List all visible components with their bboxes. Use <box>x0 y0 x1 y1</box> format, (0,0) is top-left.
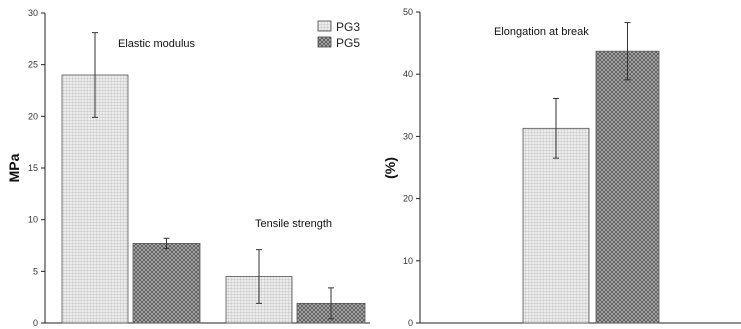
group-label-elongation-at-break: Elongation at break <box>494 26 589 38</box>
legend-label-pg5: PG5 <box>336 36 360 50</box>
bar-pg5-elongation-at-break <box>595 50 660 324</box>
y-tick-label: 25 <box>28 60 38 70</box>
legend-swatch-pg3 <box>317 20 332 32</box>
error-bar <box>624 22 631 81</box>
y-tick-label: 15 <box>28 163 38 173</box>
legend-swatch-pg5 <box>317 36 332 48</box>
legend: PG3 PG5 <box>317 20 360 50</box>
y-tick-label: 0 <box>408 318 413 328</box>
error-bar <box>256 249 262 304</box>
y-tick-label: 20 <box>403 194 413 204</box>
y-axis-title: (%) <box>382 157 398 179</box>
legend-item-pg5: PG5 <box>317 36 360 50</box>
bar-pg5-elastic-modulus <box>132 243 201 324</box>
y-tick-label: 0 <box>33 318 38 328</box>
y-tick-label: 20 <box>28 111 38 121</box>
y-axis-ticks: 0 5 10 15 20 25 30 <box>28 8 45 328</box>
y-tick-label: 10 <box>403 256 413 266</box>
error-bar <box>328 287 334 320</box>
y-axis-title: MPa <box>6 153 22 182</box>
y-tick-label: 10 <box>28 215 38 225</box>
elongation-panel: 0 10 20 30 40 50 (%) Elongation at break <box>382 7 741 328</box>
mechanical-strength-panel: 0 5 10 15 20 25 30 MPa Elastic modulus Tensile… <box>6 8 370 328</box>
y-tick-label: 5 <box>33 266 38 276</box>
y-tick-label: 40 <box>403 69 413 79</box>
bars <box>61 32 366 324</box>
y-tick-label: 30 <box>28 8 38 18</box>
legend-label-pg3: PG3 <box>336 20 360 34</box>
error-bar <box>553 97 559 159</box>
y-tick-label: 50 <box>403 7 413 17</box>
y-tick-label: 30 <box>403 131 413 141</box>
error-bar <box>163 237 170 250</box>
legend-item-pg3: PG3 <box>317 20 360 34</box>
group-label-elastic-modulus: Elastic modulus <box>118 38 196 50</box>
bar-pg3-elongation-at-break <box>522 127 590 324</box>
error-bar <box>92 32 98 118</box>
group-label-tensile-strength: Tensile strength <box>255 218 332 230</box>
bars <box>522 22 660 324</box>
y-axis-ticks: 0 10 20 30 40 50 <box>403 7 420 328</box>
